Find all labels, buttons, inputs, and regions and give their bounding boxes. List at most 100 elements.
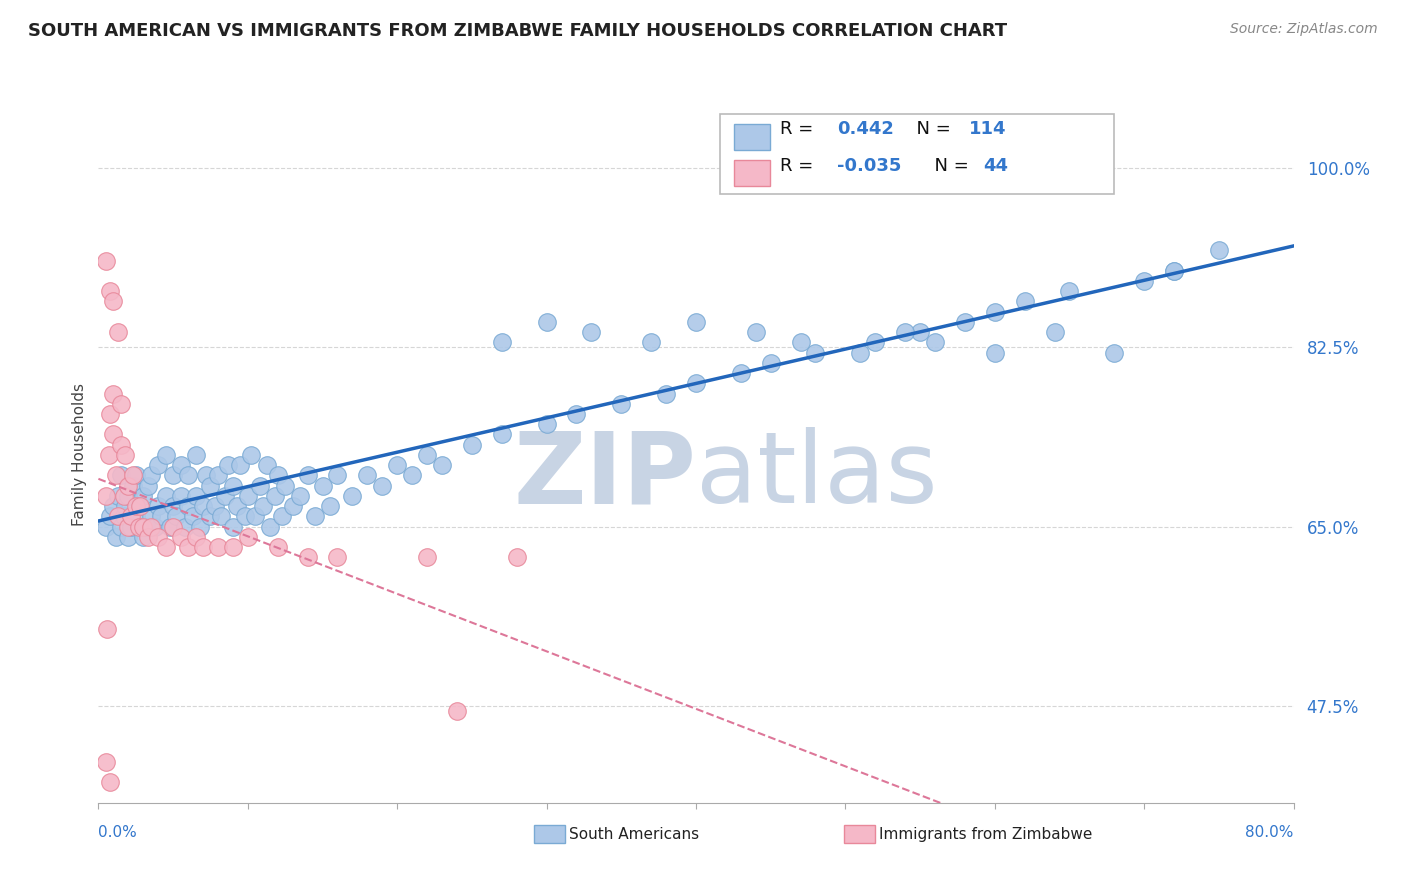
Point (103, 386, 125, 401)
Point (849, 345, 872, 359)
Point (894, 325, 917, 339)
Point (150, 509, 173, 524)
Point (233, 509, 256, 524)
Point (226, 499, 249, 513)
Point (139, 519, 162, 533)
Point (263, 489, 285, 503)
Point (129, 499, 152, 513)
Point (114, 499, 136, 513)
Point (326, 550, 349, 565)
Point (267, 468, 290, 483)
Bar (720, 114, 1115, 194)
Text: SOUTH AMERICAN VS IMMIGRANTS FROM ZIMBABWE FAMILY HOUSEHOLDS CORRELATION CHART: SOUTH AMERICAN VS IMMIGRANTS FROM ZIMBAB… (28, 22, 1007, 40)
Point (304, 509, 326, 524)
Point (200, 478, 222, 492)
Text: 44: 44 (983, 157, 1008, 175)
Text: Source: ZipAtlas.com: Source: ZipAtlas.com (1230, 22, 1378, 37)
Point (117, 478, 139, 492)
Point (281, 499, 304, 513)
Point (136, 530, 159, 544)
Point (371, 478, 394, 492)
Point (191, 499, 214, 513)
Point (655, 386, 678, 401)
Point (356, 468, 378, 483)
Point (730, 366, 752, 380)
Point (148, 530, 170, 544)
Text: 80.0%: 80.0% (1246, 825, 1294, 840)
Point (924, 335, 946, 350)
Point (288, 489, 311, 503)
Point (908, 325, 931, 339)
Point (610, 397, 633, 411)
Point (491, 427, 513, 442)
Point (96, 622, 118, 636)
Text: atlas: atlas (696, 427, 938, 524)
Point (789, 335, 811, 350)
Point (107, 325, 129, 339)
Point (222, 519, 245, 533)
Point (110, 397, 132, 411)
Point (685, 376, 707, 391)
Point (139, 468, 162, 483)
Point (1104, 345, 1126, 359)
Point (148, 458, 170, 472)
Text: R =: R = (780, 120, 818, 138)
Point (105, 468, 128, 483)
Point (685, 315, 707, 329)
Point (121, 468, 143, 483)
Point (169, 489, 191, 503)
Point (385, 458, 409, 472)
Point (1014, 294, 1036, 309)
Point (536, 417, 558, 432)
Point (416, 550, 439, 565)
Point (200, 509, 222, 524)
Point (191, 540, 214, 554)
Point (865, 335, 887, 350)
Point (214, 489, 236, 503)
Point (217, 458, 239, 472)
Point (326, 468, 349, 483)
Point (107, 489, 129, 503)
Point (311, 478, 333, 492)
Point (953, 315, 976, 329)
Point (1163, 264, 1185, 278)
Point (128, 519, 150, 533)
Point (148, 499, 170, 513)
Point (430, 458, 453, 472)
Point (94, 489, 117, 503)
Point (252, 499, 274, 513)
Point (181, 509, 204, 524)
Point (155, 489, 177, 503)
Point (461, 438, 484, 452)
Point (640, 335, 662, 350)
Point (110, 438, 132, 452)
Point (506, 550, 529, 565)
Point (184, 448, 207, 462)
Point (162, 519, 184, 533)
Point (103, 499, 125, 513)
Point (207, 468, 229, 483)
Text: 0.0%: 0.0% (98, 825, 138, 840)
Point (274, 478, 297, 492)
Point (177, 468, 200, 483)
Point (1059, 284, 1081, 298)
Point (249, 478, 271, 492)
Point (259, 519, 281, 533)
Point (174, 519, 197, 533)
Point (209, 509, 232, 524)
Point (132, 530, 155, 544)
Point (159, 519, 181, 533)
Text: N =: N = (924, 157, 974, 175)
Point (94, 253, 117, 268)
Point (207, 540, 229, 554)
Point (236, 489, 259, 503)
Text: R =: R = (780, 157, 818, 175)
Point (114, 448, 136, 462)
Point (139, 509, 162, 524)
Point (100, 284, 122, 298)
Point (165, 509, 187, 524)
Point (222, 478, 245, 492)
Point (97, 448, 120, 462)
Point (245, 509, 267, 524)
Point (100, 509, 122, 524)
